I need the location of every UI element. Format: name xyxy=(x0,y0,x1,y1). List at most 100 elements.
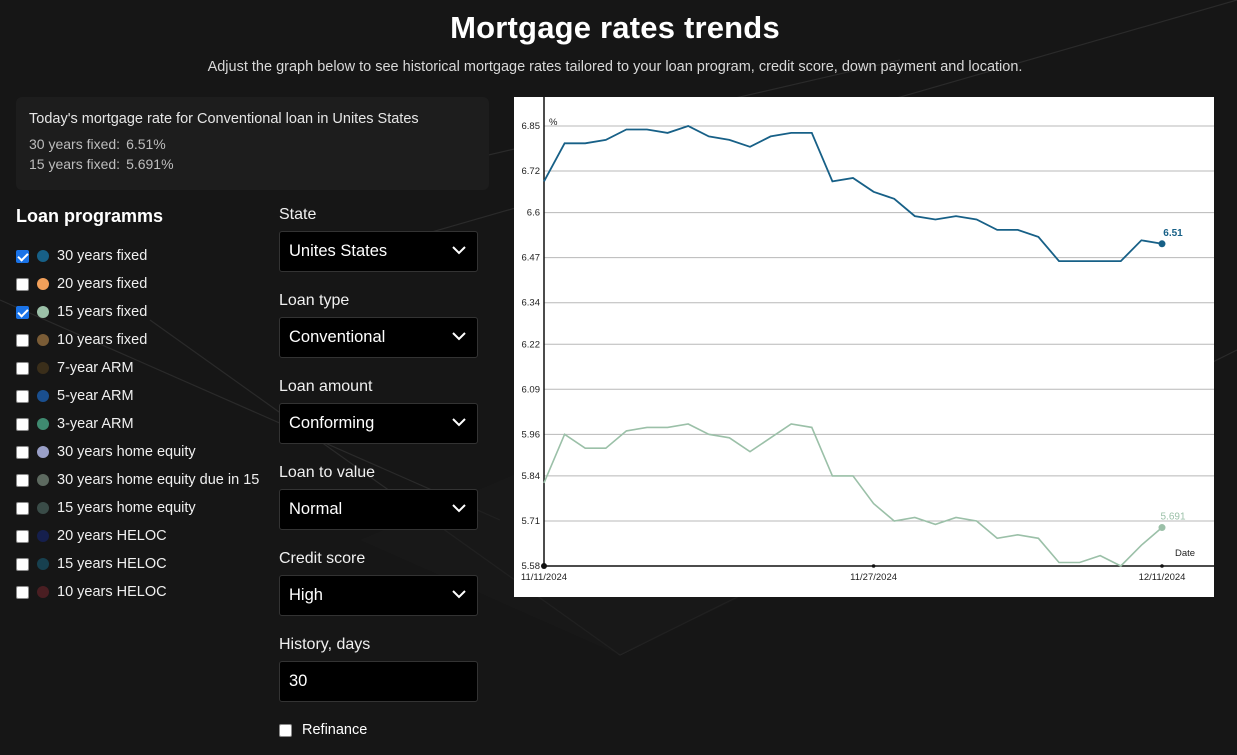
loan-program-checkbox[interactable] xyxy=(16,529,29,543)
series-color-dot-icon xyxy=(37,502,49,514)
rate-15yr-value: 5.691% xyxy=(126,156,174,172)
y-tick-label: 6.22 xyxy=(522,339,541,350)
series-end-label: 6.51 xyxy=(1163,228,1183,239)
series-end-point xyxy=(1158,524,1166,532)
loan-program-item[interactable]: 30 years fixed xyxy=(16,242,259,270)
history-days-input[interactable]: 30 xyxy=(279,661,478,702)
y-tick-label: 5.71 xyxy=(522,516,541,527)
history-days-value: 30 xyxy=(289,672,308,690)
rate-15yr-label: 15 years fixed: xyxy=(29,156,121,172)
credit-score-select[interactable]: High xyxy=(279,575,478,616)
refinance-option[interactable]: Refinance xyxy=(279,722,367,738)
series-end-label: 5.691 xyxy=(1160,512,1185,523)
rate-30yr: 30 years fixed: 6.51% xyxy=(29,136,476,152)
loan-program-label: 10 years HELOC xyxy=(57,584,167,600)
loan-type-value: Conventional xyxy=(289,328,386,346)
chevron-down-icon xyxy=(452,246,466,255)
x-tick-mark xyxy=(1160,564,1164,568)
rates-chart-svg: 5.58 5.71 5.84 5.96 6.09 6.22 6.34 6.47 6.6 6.72 6… xyxy=(521,97,1214,583)
loan-programs-heading: Loan programms xyxy=(16,206,164,226)
loan-program-checkbox[interactable] xyxy=(16,249,29,263)
loan-program-checkbox[interactable] xyxy=(16,501,29,515)
loan-program-item[interactable]: 30 years home equity xyxy=(16,438,259,466)
y-axis-label: % xyxy=(549,117,558,128)
series-color-dot-icon xyxy=(37,418,49,430)
series-color-dot-icon xyxy=(37,334,49,346)
credit-score-label: Credit score xyxy=(279,550,366,567)
loan-program-item[interactable]: 15 years home equity xyxy=(16,494,259,522)
page-title: Mortgage rates trends xyxy=(450,10,780,45)
x-tick-label: 11/11/2024 xyxy=(521,572,567,583)
loan-program-checkbox[interactable] xyxy=(16,473,29,487)
y-tick-label: 6.72 xyxy=(522,166,541,177)
loan-program-item[interactable]: 15 years fixed xyxy=(16,298,259,326)
loan-program-checkbox[interactable] xyxy=(16,585,29,599)
loan-program-item[interactable]: 10 years HELOC xyxy=(16,578,259,606)
loan-program-label: 20 years fixed xyxy=(57,276,148,292)
loan-program-item[interactable]: 20 years fixed xyxy=(16,270,259,298)
y-tick-label: 5.58 xyxy=(522,561,541,572)
loan-program-checkbox[interactable] xyxy=(16,389,29,403)
series-end-point xyxy=(1158,240,1166,248)
loan-program-checkbox[interactable] xyxy=(16,361,29,375)
refinance-checkbox[interactable] xyxy=(279,723,292,737)
series-line xyxy=(543,125,1163,263)
loan-programs-list: 30 years fixed 20 years fixed 15 years fix… xyxy=(16,242,259,606)
loan-program-checkbox[interactable] xyxy=(16,557,29,571)
loan-to-value-select[interactable]: Normal xyxy=(279,489,478,530)
series-color-dot-icon xyxy=(37,474,49,486)
loan-program-label: 15 years HELOC xyxy=(57,556,167,572)
chevron-down-icon xyxy=(452,332,466,341)
series-line xyxy=(543,423,1163,567)
loan-program-item[interactable]: 20 years HELOC xyxy=(16,522,259,550)
series-color-dot-icon xyxy=(37,306,49,318)
loan-program-item[interactable]: 30 years home equity due in 15 xyxy=(16,466,259,494)
axis-origin-dot xyxy=(541,563,547,569)
refinance-label: Refinance xyxy=(302,722,368,738)
loan-program-checkbox[interactable] xyxy=(16,445,29,459)
state-value: Unites States xyxy=(289,242,388,260)
rate-30yr-label: 30 years fixed: xyxy=(29,136,121,152)
state-label: State xyxy=(279,206,317,223)
loan-amount-select[interactable]: Conforming xyxy=(279,403,478,444)
loan-type-select[interactable]: Conventional xyxy=(279,317,478,358)
series-color-dot-icon xyxy=(37,558,49,570)
loan-program-checkbox[interactable] xyxy=(16,333,29,347)
loan-program-label: 15 years fixed xyxy=(57,304,148,320)
series-color-dot-icon xyxy=(37,278,49,290)
rate-15yr: 15 years fixed: 5.691% xyxy=(29,156,476,172)
y-tick-label: 6.47 xyxy=(522,253,541,264)
loan-program-checkbox[interactable] xyxy=(16,305,29,319)
loan-amount-label: Loan amount xyxy=(279,378,373,395)
chevron-down-icon xyxy=(452,504,466,513)
loan-program-checkbox[interactable] xyxy=(16,417,29,431)
y-tick-label: 5.96 xyxy=(522,429,541,440)
loan-program-item[interactable]: 15 years HELOC xyxy=(16,550,259,578)
loan-program-label: 7-year ARM xyxy=(57,360,134,376)
state-select[interactable]: Unites States xyxy=(279,231,478,272)
series-color-dot-icon xyxy=(37,250,49,262)
loan-program-checkbox[interactable] xyxy=(16,277,29,291)
loan-program-label: 20 years HELOC xyxy=(57,528,167,544)
rate-30yr-value: 6.51% xyxy=(126,136,166,152)
loan-to-value-value: Normal xyxy=(289,500,343,518)
series-color-dot-icon xyxy=(37,586,49,598)
loan-type-label: Loan type xyxy=(279,292,350,309)
todays-rate-title: Today's mortgage rate for Conventional l… xyxy=(29,111,419,127)
x-axis-label: Date xyxy=(1175,548,1195,559)
series-color-dot-icon xyxy=(37,390,49,402)
loan-program-label: 30 years fixed xyxy=(57,248,148,264)
loan-program-label: 15 years home equity xyxy=(57,500,196,516)
loan-program-item[interactable]: 3-year ARM xyxy=(16,410,259,438)
loan-program-item[interactable]: 5-year ARM xyxy=(16,382,259,410)
loan-program-item[interactable]: 10 years fixed xyxy=(16,326,259,354)
loan-program-label: 30 years home equity due in 15 xyxy=(57,472,260,488)
todays-rate-panel: Today's mortgage rate for Conventional l… xyxy=(16,97,489,190)
y-tick-label: 6.85 xyxy=(522,121,541,132)
y-tick-label: 5.84 xyxy=(522,471,541,482)
series-color-dot-icon xyxy=(37,446,49,458)
loan-amount-value: Conforming xyxy=(289,414,375,432)
x-tick-mark xyxy=(871,564,876,568)
loan-program-item[interactable]: 7-year ARM xyxy=(16,354,259,382)
history-days-label: History, days xyxy=(279,636,371,653)
